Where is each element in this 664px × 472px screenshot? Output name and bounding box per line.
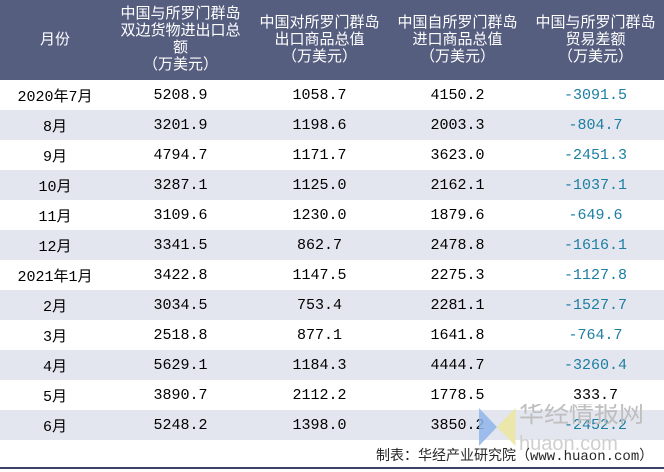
svg-text:华经情报网: 华经情报网 — [519, 404, 644, 428]
svg-text:huaon.com: huaon.com — [519, 433, 618, 450]
